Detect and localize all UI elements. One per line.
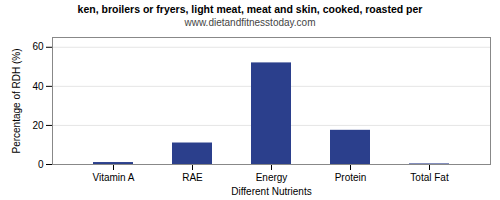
svg-text:Protein: Protein <box>335 172 367 183</box>
html-text:ken, broilers or fryers, light: ken, broilers or fryers, light meat, mea… <box>77 3 423 15</box>
svg-text:RAE: RAE <box>182 172 203 183</box>
svg-text:40: 40 <box>32 81 44 92</box>
svg-text:Energy: Energy <box>256 172 288 183</box>
svg-text:0: 0 <box>38 159 44 170</box>
svg-text:20: 20 <box>32 120 44 131</box>
svg-text:Percentage of RDH (%): Percentage of RDH (%) <box>11 48 22 153</box>
svg-text:Vitamin A: Vitamin A <box>92 172 134 183</box>
svg-text:Different Nutrients: Different Nutrients <box>231 186 311 197</box>
svg-text:Total Fat: Total Fat <box>410 172 449 183</box>
svg-text:60: 60 <box>32 41 44 52</box>
html-text:www.dietandfitnesstoday.com: www.dietandfitnesstoday.com <box>184 17 316 28</box>
